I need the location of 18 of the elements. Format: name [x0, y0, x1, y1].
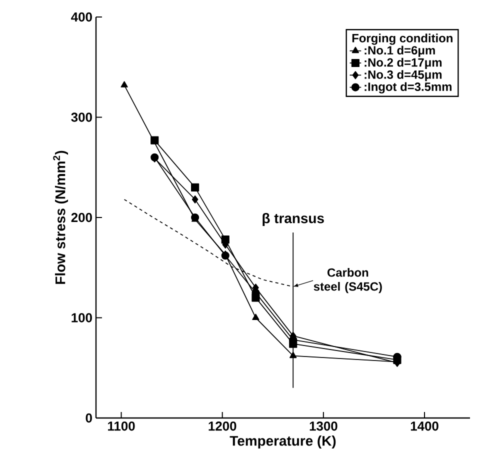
x-tick-label: 1100: [108, 422, 135, 431]
y-tick-label: 400: [71, 12, 92, 22]
x-tick-label: 1400: [410, 422, 438, 431]
y-axis-title: Flow stress (N/mm$^{2}$): [53, 150, 68, 284]
y-tick-label: 200: [71, 212, 92, 222]
y-tick-label: 300: [71, 112, 92, 122]
x-axis-title: Temperature (K): [230, 436, 336, 449]
legend-label: :No.1 d=6μm: [364, 46, 435, 57]
legend-label: :Ingot d=3.5mm: [364, 82, 452, 94]
ref-line-label: β transus: [262, 213, 324, 226]
legend-title: Forging condition: [352, 34, 452, 45]
y-tick-label: 100: [72, 313, 92, 322]
x-tick-label: 1300: [310, 422, 338, 431]
legend-label: :No.3 d=45μm: [364, 70, 442, 82]
x-tick-label: 1200: [208, 422, 236, 431]
series-label: Carbon steel (S45C): [314, 268, 382, 294]
legend-label: :No.2 d=17μm: [364, 58, 442, 69]
y-tick-label: 0: [86, 413, 92, 423]
